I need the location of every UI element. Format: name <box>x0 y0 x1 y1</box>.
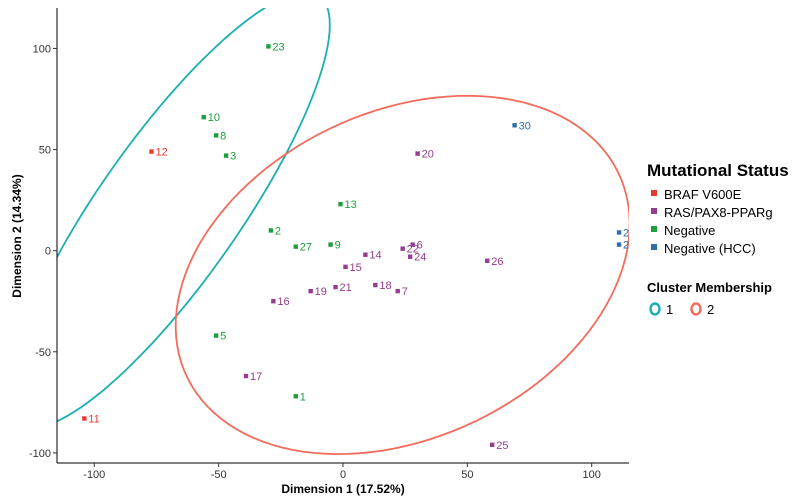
point-label-13: 13 <box>345 199 357 211</box>
data-point-3 <box>223 153 229 158</box>
cluster-2-ellipse <box>174 94 629 456</box>
point-label-5: 5 <box>220 331 226 343</box>
point-label-20: 20 <box>422 149 434 161</box>
data-point-1 <box>293 394 298 399</box>
data-point-24 <box>407 254 413 259</box>
legend-swatch <box>651 226 657 232</box>
data-point-19 <box>308 288 313 294</box>
point-label-24: 24 <box>414 252 426 264</box>
x-axis-title: Dimension 1 (17.52%) <box>281 482 404 496</box>
data-point-16 <box>271 299 276 304</box>
data-point-14 <box>363 252 368 257</box>
point-label-29: 29 <box>623 240 635 252</box>
legend-swatch <box>651 208 657 214</box>
legend-swatch <box>651 244 657 250</box>
data-point-11 <box>82 416 87 421</box>
point-label-17: 17 <box>250 371 262 383</box>
x-tick-label: 50 <box>461 469 473 481</box>
y-axis-title: Dimension 2 (14.34%) <box>10 174 24 297</box>
legend-item-label: Negative (HCC) <box>664 241 756 256</box>
data-point-6 <box>410 242 415 247</box>
point-label-25: 25 <box>496 440 508 452</box>
point-label-23: 23 <box>272 41 284 53</box>
data-point-28 <box>616 230 622 235</box>
point-label-8: 8 <box>220 130 226 142</box>
x-tick-label: 100 <box>583 469 601 481</box>
legend-swatch <box>651 190 657 196</box>
y-tick-label: -50 <box>35 347 51 359</box>
point-label-21: 21 <box>340 282 352 294</box>
x-tick-label: 0 <box>340 469 346 481</box>
data-point-10 <box>201 115 206 120</box>
point-label-22: 22 <box>407 244 419 256</box>
legend-item-label: BRAF V600E <box>664 187 742 202</box>
y-tick-label: 100 <box>33 43 51 55</box>
data-point-8 <box>213 133 219 138</box>
data-point-17 <box>243 373 249 379</box>
data-point-26 <box>485 258 490 263</box>
legend-item-label: RAS/PAX8-PPARg <box>664 205 773 220</box>
point-label-19: 19 <box>315 286 327 298</box>
point-label-11: 11 <box>88 414 99 426</box>
point-label-27: 27 <box>300 242 312 254</box>
data-point-21 <box>333 284 338 290</box>
data-point-18 <box>373 282 378 288</box>
data-point-23 <box>266 44 271 49</box>
legend-item-label: Negative <box>664 223 715 238</box>
data-point-25 <box>490 442 495 447</box>
data-point-27 <box>293 244 298 249</box>
point-label-26: 26 <box>491 256 503 268</box>
data-point-29 <box>616 242 622 247</box>
point-label-3: 3 <box>230 151 236 163</box>
point-label-7: 7 <box>402 286 408 298</box>
cluster-legend-title: Cluster Membership <box>647 280 772 295</box>
point-label-6: 6 <box>417 240 423 252</box>
x-tick-label: -100 <box>83 469 105 481</box>
point-label-18: 18 <box>379 280 391 292</box>
point-label-30: 30 <box>519 120 531 132</box>
x-tick-label: -50 <box>211 469 227 481</box>
data-point-13 <box>338 201 343 207</box>
y-tick-label: -100 <box>29 448 51 460</box>
data-point-20 <box>415 151 420 156</box>
data-point-7 <box>395 288 400 294</box>
data-point-22 <box>400 246 405 251</box>
point-label-12: 12 <box>156 147 168 159</box>
cluster-legend-label: 2 <box>707 302 714 317</box>
y-tick-label: 0 <box>45 246 51 258</box>
data-point-15 <box>343 264 348 270</box>
cluster-1-ellipse <box>57 8 331 423</box>
data-point-30 <box>512 123 517 128</box>
cluster-1-swatch <box>649 302 661 316</box>
data-point-2 <box>268 228 274 233</box>
data-point-12 <box>149 149 154 154</box>
point-label-9: 9 <box>335 240 341 252</box>
point-label-28: 28 <box>623 227 635 239</box>
point-label-1: 1 <box>300 391 306 403</box>
data-point-5 <box>213 333 219 338</box>
point-label-10: 10 <box>208 112 220 124</box>
data-point-9 <box>328 242 333 247</box>
mutational-legend-title: Mutational Status <box>647 161 789 180</box>
point-label-16: 16 <box>277 296 289 308</box>
point-label-2: 2 <box>275 225 281 237</box>
cluster-legend-label: 1 <box>666 302 673 317</box>
point-label-15: 15 <box>349 262 361 274</box>
point-label-14: 14 <box>369 250 381 262</box>
y-tick-label: 50 <box>39 145 51 157</box>
cluster-2-swatch <box>690 302 702 316</box>
